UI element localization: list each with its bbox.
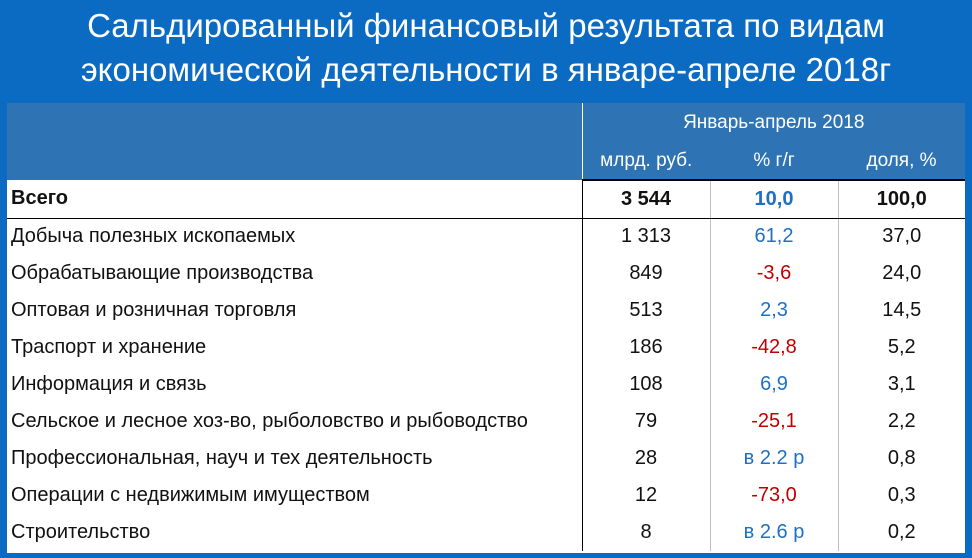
row-name: Оптовая и розничная торговля bbox=[11, 299, 297, 321]
cell-share: 37,0 bbox=[837, 218, 966, 255]
row-name: Операции с недвижимым имуществом bbox=[11, 484, 370, 506]
row-name: Траспорт и хранение bbox=[11, 336, 207, 358]
cell-yoy: в 2.6 р bbox=[709, 514, 838, 551]
cell-yoy: -25,1 bbox=[709, 403, 838, 440]
table-row: Профессиональная, науч и тех деятельност… bbox=[7, 440, 966, 477]
cell-yoy: 2,3 bbox=[709, 292, 838, 329]
cell-share: 0,8 bbox=[837, 440, 966, 477]
row-name: Строительство bbox=[11, 521, 151, 543]
cell-value: 28 bbox=[581, 440, 710, 477]
financial-results-table: Январь-апрель 2018 млрд. руб. % г/г доля… bbox=[7, 103, 966, 551]
cell-share: 0,3 bbox=[837, 477, 966, 514]
table-panel: Январь-апрель 2018 млрд. руб. % г/г доля… bbox=[7, 103, 966, 553]
row-name: Всего bbox=[7, 180, 582, 219]
table-row: Всего 3 544 10,0 100,0 bbox=[7, 180, 966, 219]
cell-yoy: -42,8 bbox=[709, 329, 838, 366]
row-name: Обрабатывающие производства bbox=[11, 262, 314, 284]
cell-value: 108 bbox=[581, 366, 710, 403]
cell-share: 14,5 bbox=[837, 292, 966, 329]
header-row-period: Январь-апрель 2018 bbox=[7, 103, 966, 180]
table-body: Всего 3 544 10,0 100,0 Добыча полезных ископ… bbox=[7, 180, 966, 551]
table-row: Информация и связь 108 6,9 3,1 bbox=[7, 366, 966, 403]
cell-share: 100,0 bbox=[837, 180, 966, 219]
row-name: Сельское и лесное хоз-во, рыболовство и … bbox=[11, 410, 528, 432]
column-header-yoy: % г/г bbox=[710, 143, 838, 181]
cell-value: 513 bbox=[581, 292, 710, 329]
cell-yoy: 6,9 bbox=[709, 366, 838, 403]
column-header-share: доля, % bbox=[838, 143, 966, 181]
cell-share: 5,2 bbox=[837, 329, 966, 366]
cell-value: 3 544 bbox=[581, 180, 710, 219]
title-line-2: экономической деятельности в январе-апре… bbox=[80, 51, 892, 88]
cell-share: 2,2 bbox=[837, 403, 966, 440]
table-row: Обрабатывающие производства 849 -3,6 24,0 bbox=[7, 255, 966, 292]
column-header-value: млрд. руб. bbox=[581, 143, 710, 181]
row-name: Добыча полезных ископаемых bbox=[11, 225, 296, 248]
cell-value: 79 bbox=[581, 403, 710, 440]
cell-share: 0,2 bbox=[837, 514, 966, 551]
cell-yoy: 10,0 bbox=[709, 180, 838, 219]
row-name: Профессиональная, науч и тех деятельност… bbox=[11, 447, 433, 469]
cell-yoy: в 2.2 р bbox=[709, 440, 838, 477]
table-row: Сельское и лесное хоз-во, рыболовство и … bbox=[7, 403, 966, 440]
cell-value: 1 313 bbox=[581, 218, 710, 255]
period-header: Январь-апрель 2018 bbox=[581, 103, 966, 143]
header-empty-cell bbox=[7, 103, 582, 180]
cell-value: 849 bbox=[581, 255, 710, 292]
table-row: Добыча полезных ископаемых 1 313 61,2 37,0 bbox=[7, 218, 966, 255]
header-row-columns: млрд. руб. % г/г доля, % bbox=[7, 143, 966, 181]
cell-share: 3,1 bbox=[837, 366, 966, 403]
table-row: Оптовая и розничная торговля 513 2,3 14,5 bbox=[7, 292, 966, 329]
cell-share: 24,0 bbox=[837, 255, 966, 292]
cell-yoy: -73,0 bbox=[709, 477, 838, 514]
cell-value: 186 bbox=[581, 329, 710, 366]
cell-value: 8 bbox=[581, 514, 710, 551]
title-line-1: Сальдированный финансовый результата по … bbox=[87, 7, 885, 44]
table-row: Строительство 8 в 2.6 р 0,2 bbox=[7, 514, 966, 551]
table-row: Траспорт и хранение 186 -42,8 5,2 bbox=[7, 329, 966, 366]
cell-value: 12 bbox=[581, 477, 710, 514]
cell-yoy: 61,2 bbox=[709, 218, 838, 255]
table-row: Операции с недвижимым имуществом 12 -73,0 0… bbox=[7, 477, 966, 514]
page-title: Сальдированный финансовый результата по … bbox=[0, 4, 972, 92]
row-name: Информация и связь bbox=[11, 373, 207, 395]
cell-yoy: -3,6 bbox=[709, 255, 838, 292]
